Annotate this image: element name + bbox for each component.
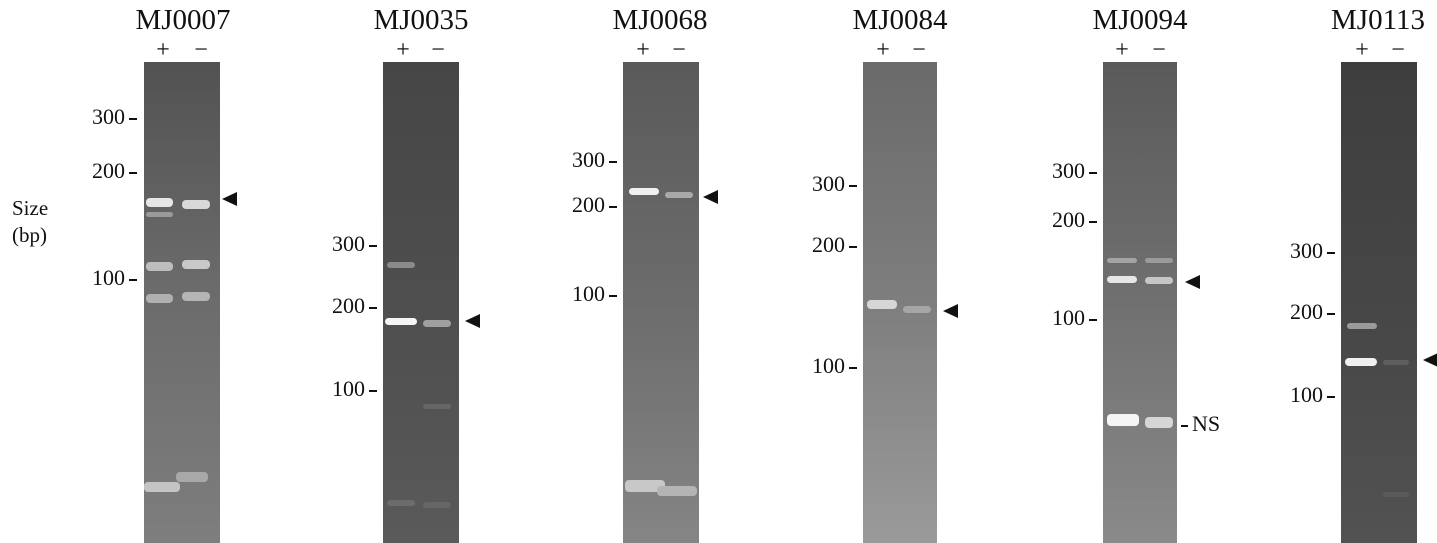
size-marker-200: 200	[812, 234, 857, 256]
lane-minus	[1145, 62, 1175, 543]
size-marker-300: 300	[92, 106, 137, 128]
band	[182, 292, 210, 301]
band	[625, 480, 665, 492]
size-marker-300: 300	[1290, 240, 1335, 262]
target-band	[1107, 276, 1137, 283]
gel-image	[1341, 62, 1417, 543]
gel-image	[383, 62, 459, 543]
size-axis-label-line2: (bp)	[12, 223, 47, 247]
lane-plus	[625, 62, 665, 543]
size-marker-300: 300	[1052, 160, 1097, 182]
lane-plus	[144, 62, 180, 543]
lane-plus-label: +	[1355, 37, 1369, 63]
ns-band	[1107, 414, 1139, 426]
band	[146, 294, 173, 303]
lane-minus	[657, 62, 697, 543]
target-band	[665, 192, 693, 198]
lane-minus-label: −	[672, 37, 686, 63]
lane-plus	[865, 62, 897, 543]
lane-plus	[385, 62, 417, 543]
panel-title: MJ0084	[852, 4, 948, 36]
band	[1347, 323, 1377, 329]
size-axis-label-line1: Size	[12, 196, 49, 220]
lane-minus	[423, 62, 453, 543]
size-marker-200: 200	[92, 160, 137, 182]
band	[1107, 258, 1137, 263]
size-marker-100: 100	[332, 378, 377, 400]
target-band	[1145, 277, 1173, 284]
size-marker-100: 100	[92, 267, 137, 289]
panel-title: MJ0007	[135, 4, 231, 36]
target-band	[629, 188, 659, 195]
lane-plus-label: +	[396, 37, 410, 63]
size-marker-200: 200	[1290, 301, 1335, 323]
size-marker-200: 200	[1052, 209, 1097, 231]
lane-plus-label: +	[636, 37, 650, 63]
band	[1383, 492, 1409, 497]
gel-image	[144, 62, 220, 543]
target-band	[1345, 358, 1377, 366]
lane-minus-label: −	[912, 37, 926, 63]
lane-minus	[903, 62, 933, 543]
lane-plus	[1105, 62, 1139, 543]
band	[657, 486, 697, 496]
size-marker-300: 300	[332, 233, 377, 255]
target-band	[182, 200, 210, 209]
lane-minus-label: −	[431, 37, 445, 63]
size-marker-100: 100	[812, 355, 857, 377]
band	[146, 262, 173, 271]
band	[423, 404, 451, 409]
target-band	[423, 320, 451, 327]
panel-title: MJ0113	[1331, 4, 1425, 36]
gel-image	[1103, 62, 1177, 543]
target-band	[146, 198, 173, 207]
band	[144, 482, 180, 492]
gel-image	[863, 62, 937, 543]
lane-plus-label: +	[1115, 37, 1129, 63]
size-marker-100: 100	[1290, 384, 1335, 406]
lane-minus	[176, 62, 212, 543]
band	[1145, 258, 1173, 263]
target-band	[1383, 360, 1409, 365]
band	[387, 500, 415, 506]
target-band	[385, 318, 417, 325]
band	[182, 260, 210, 269]
band-arrow	[703, 190, 718, 204]
lane-minus-label: −	[1391, 37, 1405, 63]
size-marker-200: 200	[332, 295, 377, 317]
panel-title: MJ0068	[612, 4, 708, 36]
size-marker-200: 200	[572, 194, 617, 216]
band-arrow	[1423, 353, 1437, 367]
band-arrow	[222, 192, 237, 206]
band-arrow	[465, 314, 480, 328]
size-axis-label: Size (bp)	[12, 195, 48, 249]
lane-plus	[1343, 62, 1377, 543]
band-arrow	[1185, 275, 1200, 289]
panel-title: MJ0035	[373, 4, 469, 36]
size-marker-300: 300	[572, 149, 617, 171]
size-marker-300: 300	[812, 173, 857, 195]
panel-title: MJ0094	[1092, 4, 1188, 36]
target-band	[867, 300, 897, 309]
band	[387, 262, 415, 268]
lane-plus-label: +	[156, 37, 170, 63]
band	[176, 472, 208, 482]
ns-marker: NS	[1181, 413, 1220, 435]
lane-minus-label: −	[1152, 37, 1166, 63]
lane-minus-label: −	[194, 37, 208, 63]
size-marker-100: 100	[1052, 307, 1097, 329]
ns-band	[1145, 417, 1173, 428]
lane-plus-label: +	[876, 37, 890, 63]
target-band	[903, 306, 931, 313]
size-marker-100: 100	[572, 283, 617, 305]
band-arrow	[943, 304, 958, 318]
band	[423, 502, 451, 508]
band	[146, 212, 173, 217]
gel-image	[623, 62, 699, 543]
lane-minus	[1383, 62, 1413, 543]
